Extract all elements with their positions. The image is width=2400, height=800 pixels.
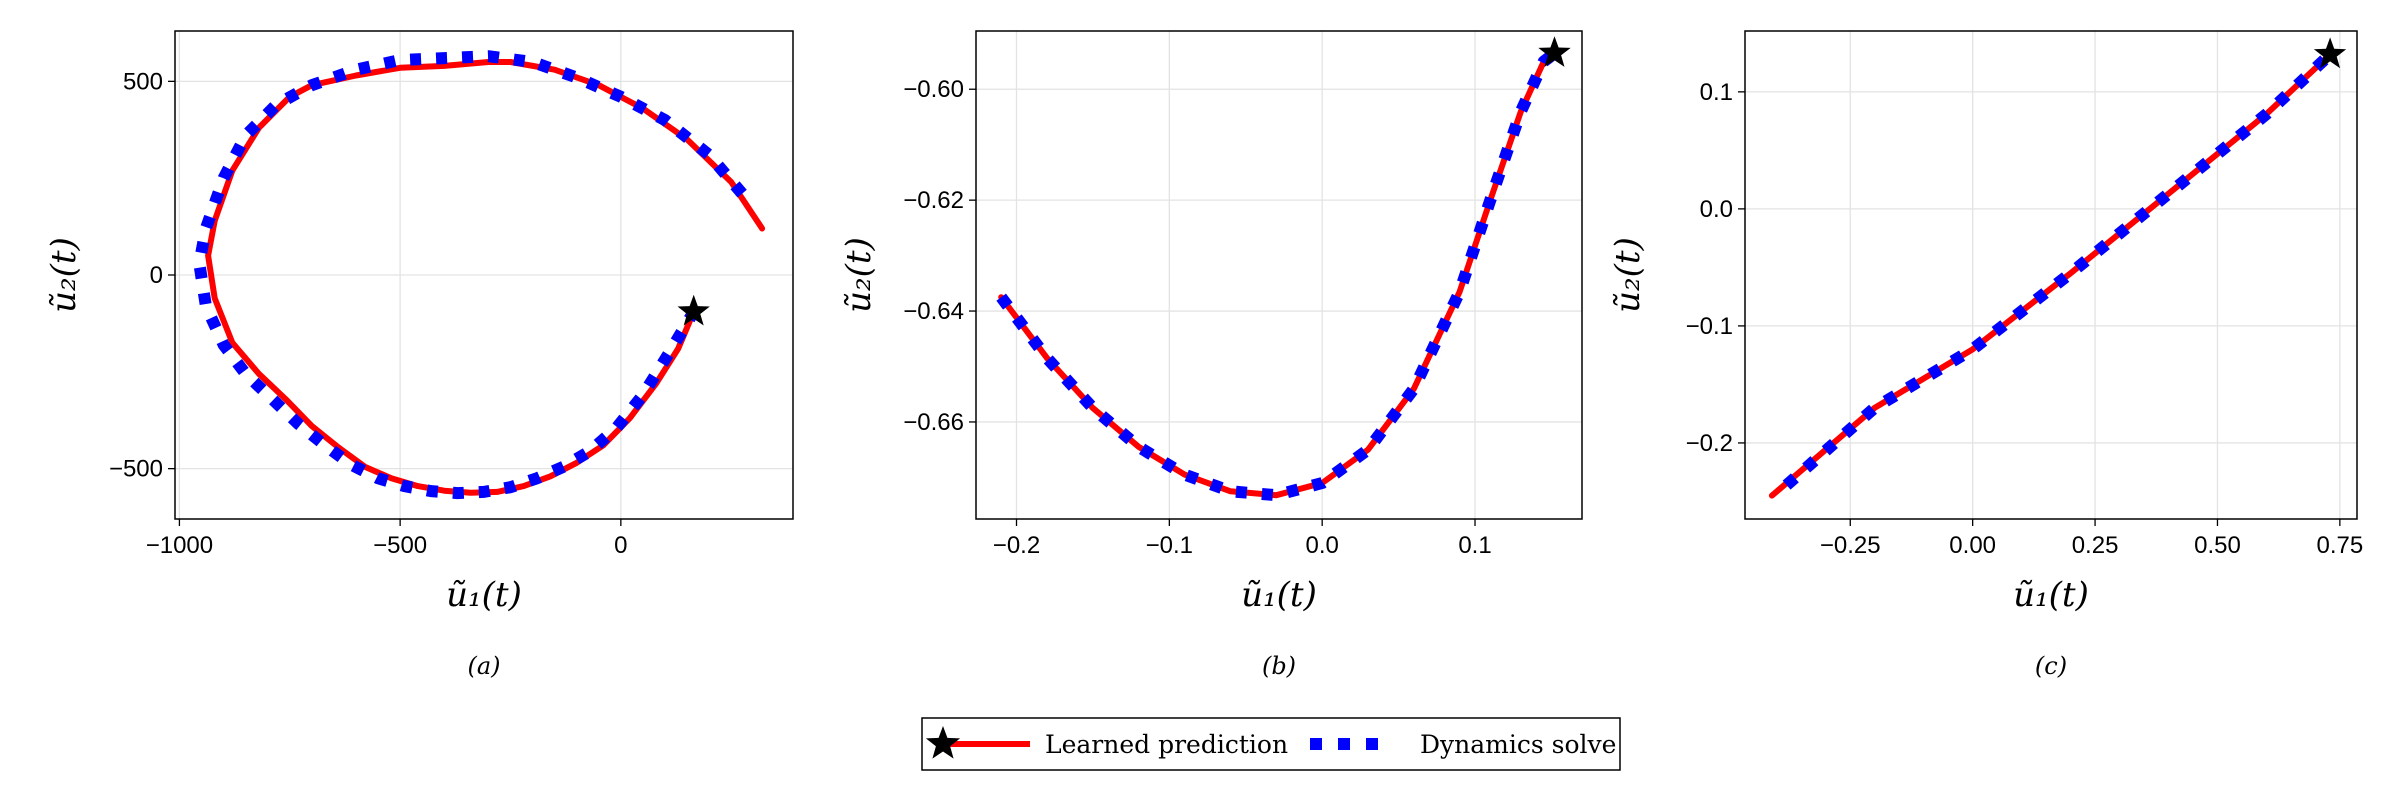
plot-frame — [975, 30, 1583, 520]
y-tick-label: 0.1 — [1700, 79, 1733, 106]
x-tick-label: 0.50 — [2194, 532, 2241, 559]
y-tick-label: −0.62 — [903, 187, 964, 214]
legend-star-marker — [925, 726, 961, 759]
x-tick-label: −0.25 — [1820, 532, 1881, 559]
legend-label-learned-prediction: Learned prediction — [1045, 730, 1288, 759]
y-axis-label: ũ₂(t) — [44, 237, 84, 313]
panel-caption: (c) — [2035, 652, 2067, 680]
start-marker-star — [677, 294, 710, 326]
y-tick-label: 0.0 — [1700, 196, 1733, 223]
y-tick-label: −0.66 — [903, 409, 964, 436]
y-tick-label: −0.2 — [1686, 430, 1733, 457]
x-tick-label: 0.75 — [2317, 532, 2364, 559]
x-axis-label: ũ₁(t) — [2013, 575, 2089, 615]
y-tick-label: −500 — [109, 456, 163, 483]
series-line-learned-prediction — [205, 59, 766, 496]
panel-caption: (a) — [467, 652, 500, 680]
x-tick-label: −1000 — [146, 532, 213, 559]
panel-c: −0.25 0.00 0.25 0.50 0.75 −0.2 −0.1 0.0 0.1 ũ₁(t)… — [1608, 30, 2364, 680]
y-axis-label: ũ₂(t) — [1608, 237, 1648, 313]
panel-a: −1000 −500 0 −500 0 500 ũ₁(t) ũ₂(t) (a) — [44, 30, 794, 680]
x-tick-label: 0.1 — [1458, 532, 1491, 559]
plot-frame — [1744, 30, 2358, 520]
x-tick-label: 0.00 — [1949, 532, 1996, 559]
chart-panels: −1000 −500 0 −500 0 500 ũ₁(t) ũ₂(t) (a) −0.2 −0.1 0… — [44, 30, 2364, 680]
x-tick-label: 0.0 — [1305, 532, 1338, 559]
y-tick-label: 500 — [123, 68, 163, 95]
legend-label-dynamics-solve: Dynamics solve — [1420, 730, 1616, 759]
y-axis-label: ũ₂(t) — [839, 237, 879, 313]
panel-caption: (b) — [1262, 652, 1296, 680]
series-line-dynamics-solve — [1782, 50, 2335, 490]
x-tick-label: −500 — [373, 532, 427, 559]
x-tick-label: −0.2 — [993, 532, 1040, 559]
y-tick-label: −0.1 — [1686, 313, 1733, 340]
legend: Learned prediction Dynamics solve — [921, 717, 1621, 771]
panel-b: −0.2 −0.1 0.0 0.1 −0.66 −0.64 −0.62 −0.60 ũ₁(t) ũ… — [839, 30, 1583, 680]
x-axis-label: ũ₁(t) — [1241, 575, 1317, 615]
legend-box — [921, 717, 1621, 771]
y-tick-label: −0.64 — [903, 298, 964, 325]
x-tick-label: 0 — [614, 532, 627, 559]
x-tick-label: −0.1 — [1146, 532, 1193, 559]
start-marker-star — [1538, 36, 1571, 67]
series-line-dynamics-solve — [996, 48, 1559, 502]
start-marker-star — [2313, 37, 2347, 69]
y-tick-label: −0.60 — [903, 76, 964, 103]
y-tick-label: 0 — [150, 262, 163, 289]
series-line-dynamics-solve — [193, 50, 747, 500]
x-axis-label: ũ₁(t) — [446, 575, 522, 615]
x-tick-label: 0.25 — [2072, 532, 2119, 559]
